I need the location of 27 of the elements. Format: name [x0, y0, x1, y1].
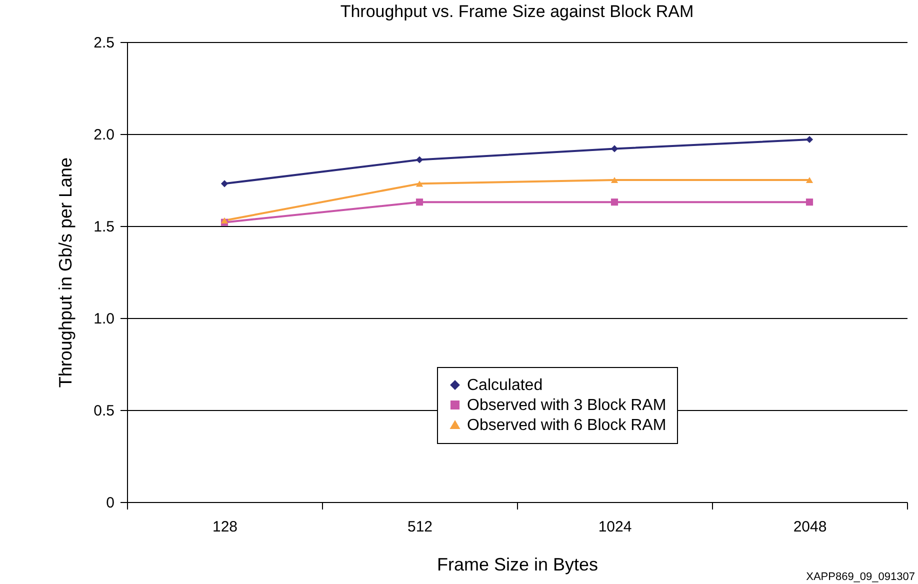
text: XAPP869_09_091307	[806, 571, 915, 583]
y-tick-label: 0.5	[94, 402, 114, 420]
y-axis-title: Throughput in Gb/s per Lane	[56, 157, 76, 388]
point	[416, 198, 424, 206]
point	[610, 145, 618, 152]
chart-title: Throughput vs. Frame Size against Block RAM	[340, 2, 694, 21]
y-tick-label: 1.5	[94, 218, 114, 236]
point	[416, 156, 424, 164]
y-tick-label: 2.0	[94, 126, 114, 144]
point	[416, 180, 424, 187]
x-tick-label: 128	[212, 518, 238, 536]
y-tick-label: 2.5	[94, 34, 114, 52]
point	[610, 176, 618, 184]
x-axis-title: Frame Size in Bytes	[436, 554, 598, 574]
point	[806, 136, 814, 144]
x-tick-label: 512	[407, 518, 433, 536]
x-tick-label: 1024	[598, 518, 632, 536]
point	[806, 198, 814, 206]
point	[610, 198, 618, 206]
point	[806, 176, 814, 184]
legend-label: Observed with 6 Block RAM	[467, 417, 666, 434]
x-tick-label: 2048	[793, 518, 827, 536]
y-tick-label: 0	[106, 494, 114, 512]
point	[220, 180, 228, 188]
legend-label: Calculated	[467, 377, 543, 394]
legend-label: Observed with 3 Block RAM	[467, 397, 666, 414]
y-tick-label: 1.0	[94, 310, 114, 328]
